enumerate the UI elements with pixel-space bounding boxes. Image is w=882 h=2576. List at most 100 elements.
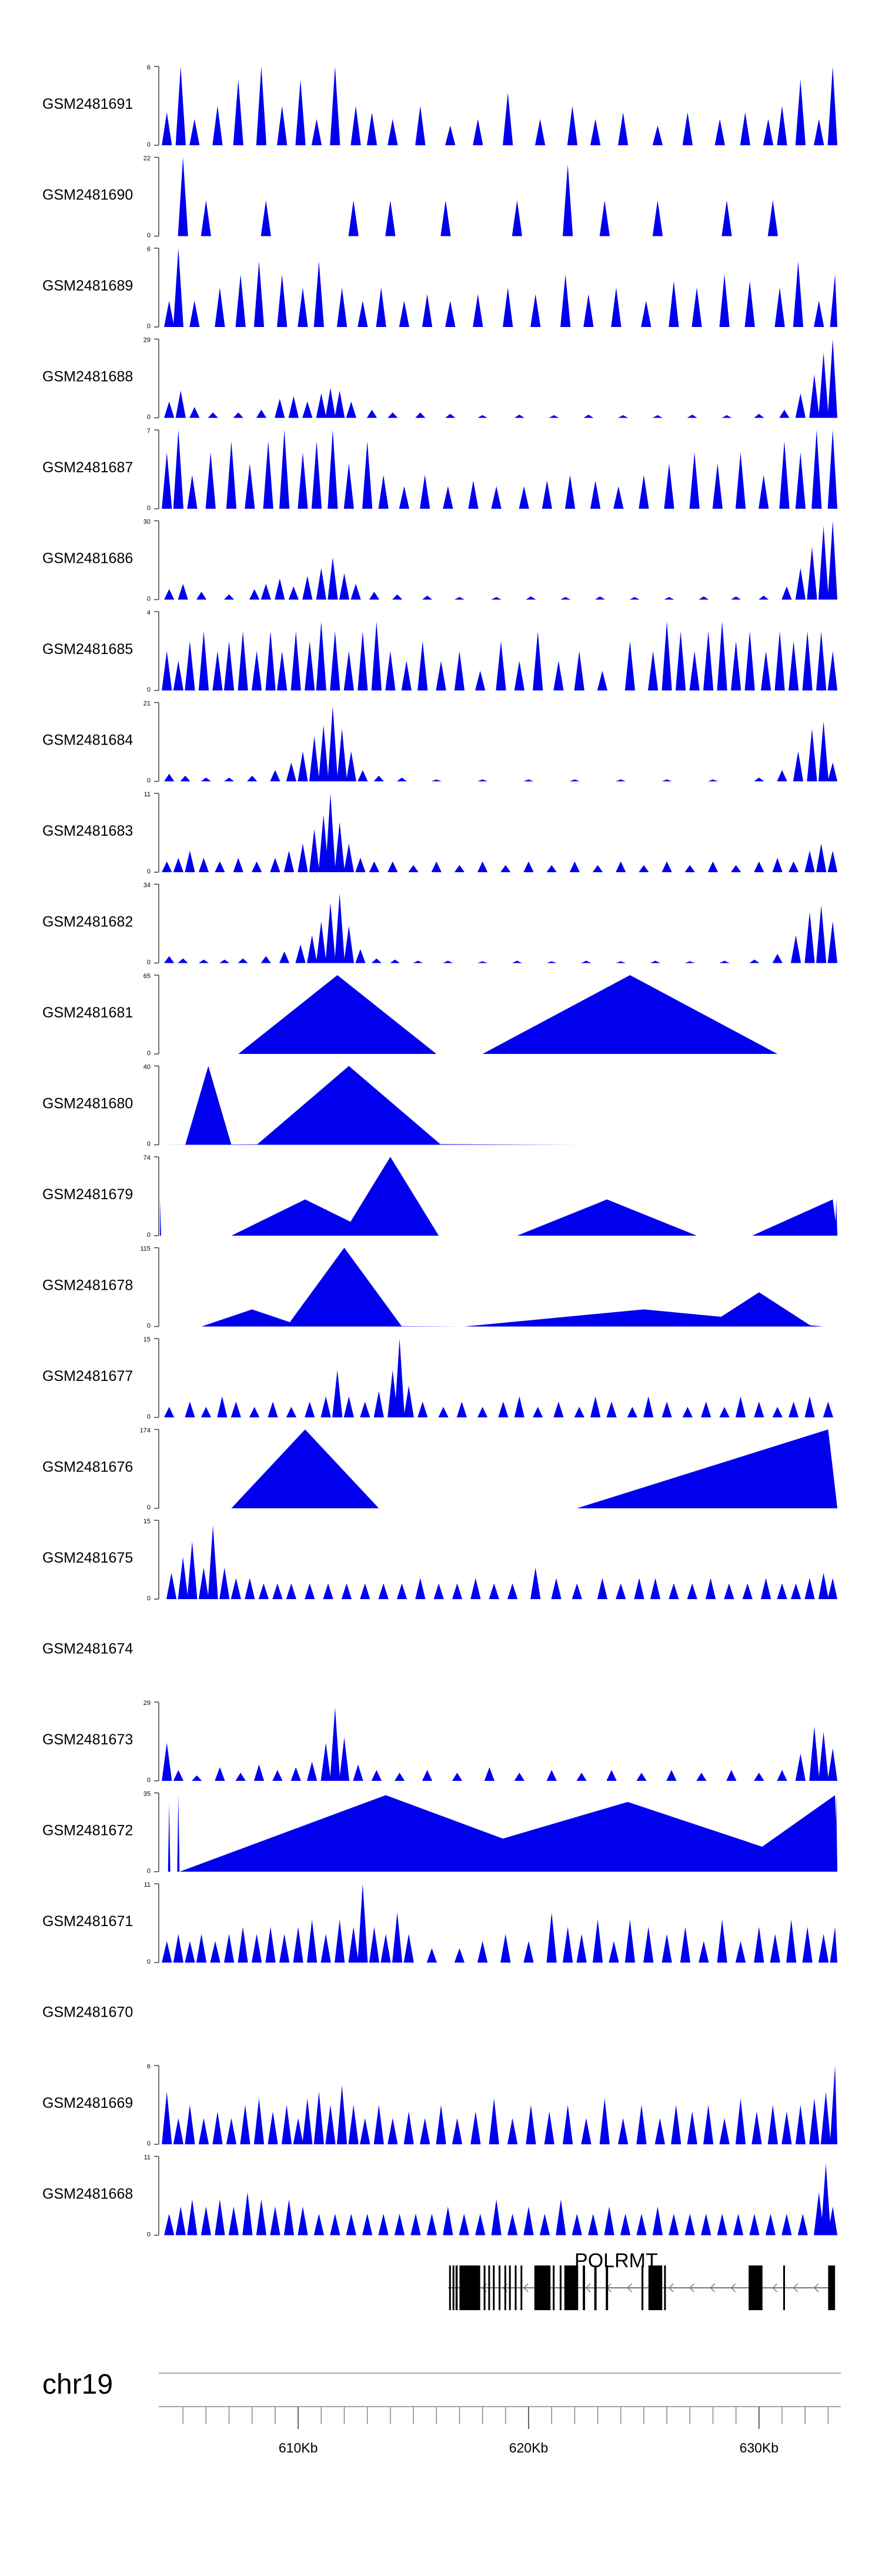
coverage-peak [546, 1912, 557, 1963]
coverage-peak [253, 261, 265, 327]
y-min-label: 0 [147, 1050, 151, 1057]
coverage-peak [835, 1795, 838, 1872]
coverage-peak [777, 106, 787, 145]
y-max-label: 65 [143, 973, 151, 980]
coverage-peak [353, 1764, 363, 1781]
coverage-peak [238, 631, 248, 690]
coverage-peak [652, 415, 663, 418]
coverage-peak [173, 660, 183, 690]
coverage-peak [652, 200, 663, 236]
coverage-peak [173, 1934, 183, 1963]
coverage-peak [196, 1934, 207, 1963]
coverage-peak [298, 452, 308, 509]
coverage-peak [754, 1773, 764, 1781]
coverage-peak [215, 1767, 225, 1781]
track-label: GSM2481681 [42, 1005, 133, 1021]
coverage-peak [286, 1247, 402, 1327]
coverage-peak [781, 586, 792, 600]
coverage-peak [275, 399, 285, 418]
coverage-peak [272, 1770, 283, 1781]
coverage-peak [576, 1773, 587, 1781]
coverage-peak [814, 2192, 824, 2235]
gene-exon [483, 2265, 486, 2310]
coverage-peak [572, 2213, 582, 2235]
y-max-label: 35 [143, 1791, 151, 1798]
coverage-peak [320, 1743, 331, 1781]
y-min-label: 0 [147, 141, 151, 148]
gene-exon [664, 2265, 666, 2310]
y-min-label: 0 [147, 232, 151, 239]
coverage-peak [781, 2111, 792, 2144]
coverage-peak [201, 200, 211, 236]
coverage-peak [827, 2206, 838, 2235]
coverage-peak [332, 1370, 343, 1417]
coverage-peak [233, 79, 243, 145]
coverage-peak [752, 1199, 838, 1236]
y-min-label: 0 [147, 323, 151, 330]
coverage-peak [816, 631, 827, 690]
coverage-peak [343, 843, 354, 872]
track-GSM2481681: GSM2481681 65 0 [42, 973, 778, 1057]
coverage-peak [620, 2213, 631, 2235]
coverage-peak [827, 430, 838, 509]
coverage-peak [164, 301, 175, 327]
coverage-peak [560, 274, 571, 327]
track-GSM2481669: GSM2481669 6 0 [42, 2063, 838, 2147]
coverage-peak [286, 762, 296, 782]
coverage-peak [560, 597, 571, 600]
coverage-peak [726, 1770, 737, 1781]
coverage-peak [270, 857, 280, 872]
gene-exon [553, 2265, 555, 2310]
coverage-peak [311, 119, 322, 145]
gene-exon [452, 2265, 455, 2310]
coverage-peak [362, 441, 373, 509]
coverage-peak [682, 1407, 693, 1417]
y-max-label: 11 [144, 2154, 151, 2161]
gene-exon [520, 2265, 523, 2310]
coverage-peak [721, 415, 732, 418]
gene-exon [514, 2265, 517, 2310]
coverage-peak [210, 1941, 220, 1963]
coverage-peak [348, 2105, 359, 2144]
coverage-peak [316, 921, 326, 963]
coverage-peak [454, 865, 465, 872]
coverage-peak [569, 861, 580, 872]
coverage-peak [401, 660, 412, 690]
coverage-peak [544, 2111, 554, 2144]
coverage-peak [205, 452, 216, 509]
coverage-peak [533, 1407, 543, 1417]
coverage-peak [336, 2085, 348, 2144]
track-GSM2481680: GSM2481680 40 0 [42, 1064, 580, 1148]
coverage-peak [223, 641, 235, 690]
coverage-peak [399, 301, 409, 327]
coverage-peak [325, 793, 336, 872]
coverage-peak [201, 778, 211, 782]
coverage-peak [507, 2118, 518, 2144]
y-min-label: 0 [147, 414, 151, 421]
coverage-peak [355, 949, 366, 963]
track-label: GSM2481669 [42, 2095, 133, 2111]
coverage-peak [616, 779, 626, 782]
coverage-peak [378, 2213, 389, 2235]
coverage-peak [162, 861, 172, 872]
coverage-peak [650, 960, 661, 963]
coverage-peak [795, 79, 806, 145]
coverage-peak [523, 2206, 534, 2235]
coverage-peak [705, 1578, 716, 1599]
coverage-peak [789, 861, 799, 872]
coverage-peak [396, 1583, 407, 1599]
coverage-peak [744, 631, 755, 690]
track-label: GSM2481674 [42, 1641, 133, 1657]
coverage-peak [348, 200, 359, 236]
coverage-peak [592, 1919, 603, 1963]
coverage-peak [440, 200, 451, 236]
coverage-peak [387, 861, 398, 872]
coverage-peak [323, 1583, 333, 1599]
coverage-peak [830, 1927, 838, 1963]
coverage-peak [305, 1583, 315, 1599]
y-max-label: 34 [143, 882, 151, 889]
coverage-peak [830, 2066, 838, 2144]
coverage-peak [652, 125, 663, 145]
coverage-peak [523, 861, 534, 872]
